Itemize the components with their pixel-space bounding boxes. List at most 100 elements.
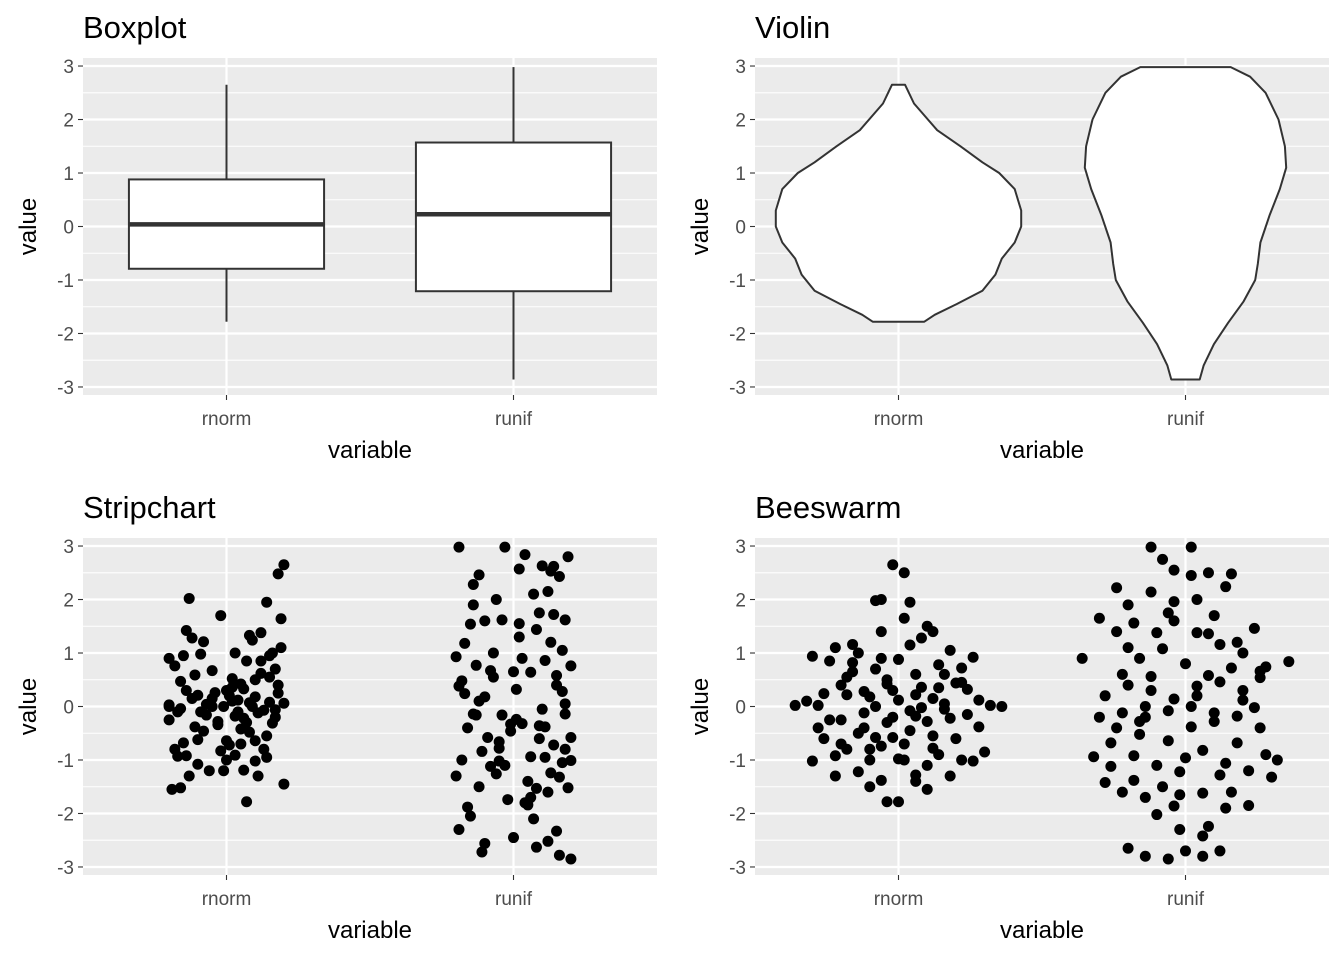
y-tick-label: -2 bbox=[57, 804, 74, 825]
point-runif bbox=[1197, 850, 1209, 862]
point-runif bbox=[476, 846, 488, 858]
point-runif bbox=[1168, 564, 1180, 576]
panel-title: Stripchart bbox=[83, 490, 216, 525]
point-rnorm bbox=[272, 568, 284, 580]
point-rnorm bbox=[264, 671, 276, 683]
point-rnorm bbox=[915, 702, 927, 714]
point-runif bbox=[1174, 789, 1186, 801]
point-rnorm bbox=[278, 778, 290, 790]
point-rnorm bbox=[241, 655, 253, 667]
point-runif bbox=[533, 607, 545, 619]
point-rnorm bbox=[223, 739, 235, 751]
point-rnorm bbox=[835, 679, 847, 691]
point-rnorm bbox=[812, 699, 824, 711]
point-runif bbox=[1191, 627, 1203, 639]
point-rnorm bbox=[875, 652, 887, 664]
point-runif bbox=[530, 782, 542, 794]
point-rnorm bbox=[847, 638, 859, 650]
point-rnorm bbox=[875, 740, 887, 752]
y-tick-label: 3 bbox=[735, 57, 746, 78]
point-runif bbox=[1134, 728, 1146, 740]
point-runif bbox=[1168, 693, 1180, 705]
point-rnorm bbox=[163, 714, 175, 726]
point-runif bbox=[485, 760, 497, 772]
point-runif bbox=[1191, 690, 1203, 702]
point-rnorm bbox=[893, 796, 904, 808]
point-rnorm bbox=[938, 698, 950, 710]
point-runif bbox=[490, 594, 502, 606]
point-runif bbox=[548, 560, 560, 572]
point-rnorm bbox=[875, 626, 887, 638]
panel-stripchart: 3 2 1 0 -1 -2 -3 rnorm runif Stripchart variable va… bbox=[15, 490, 657, 944]
panel-violin: 3 2 1 0 -1 -2 -3 rnorm runif Violin variable value bbox=[687, 10, 1329, 464]
point-rnorm bbox=[163, 652, 175, 664]
point-runif bbox=[453, 824, 465, 836]
point-runif bbox=[459, 637, 471, 649]
point-rnorm bbox=[875, 774, 887, 786]
point-runif bbox=[1254, 665, 1266, 677]
point-rnorm bbox=[910, 775, 922, 787]
point-runif bbox=[553, 571, 565, 583]
point-runif bbox=[1151, 809, 1163, 821]
point-rnorm bbox=[221, 754, 232, 766]
point-rnorm bbox=[189, 669, 201, 681]
point-runif bbox=[1122, 679, 1134, 691]
point-rnorm bbox=[864, 691, 876, 703]
point-rnorm bbox=[232, 694, 244, 706]
point-rnorm bbox=[180, 684, 192, 696]
point-runif bbox=[490, 768, 502, 780]
point-runif bbox=[1128, 750, 1140, 762]
point-runif bbox=[548, 739, 560, 751]
point-rnorm bbox=[215, 745, 227, 757]
point-runif bbox=[556, 757, 568, 769]
point-runif bbox=[499, 541, 511, 553]
point-runif bbox=[1185, 541, 1197, 553]
point-rnorm bbox=[904, 725, 916, 737]
point-rnorm bbox=[870, 595, 882, 607]
point-rnorm bbox=[910, 689, 922, 701]
point-rnorm bbox=[229, 647, 241, 659]
point-runif bbox=[553, 849, 565, 861]
point-rnorm bbox=[996, 701, 1008, 712]
y-tick-label: -1 bbox=[57, 751, 74, 772]
panel-title: Violin bbox=[755, 10, 830, 45]
point-rnorm bbox=[806, 755, 818, 767]
point-rnorm bbox=[241, 717, 253, 729]
point-rnorm bbox=[255, 667, 267, 679]
y-tick-label: 1 bbox=[735, 164, 746, 185]
point-runif bbox=[1202, 628, 1214, 640]
point-runif bbox=[1139, 850, 1151, 862]
point-runif bbox=[516, 652, 528, 664]
point-rnorm bbox=[252, 770, 264, 782]
point-runif bbox=[1214, 845, 1226, 857]
box-runif bbox=[414, 141, 613, 293]
point-rnorm bbox=[169, 743, 181, 755]
point-runif bbox=[528, 588, 540, 600]
point-rnorm bbox=[169, 660, 181, 672]
point-runif bbox=[536, 560, 548, 572]
point-rnorm bbox=[206, 692, 218, 704]
point-rnorm bbox=[195, 706, 207, 718]
point-rnorm bbox=[806, 650, 818, 662]
point-rnorm bbox=[226, 673, 238, 685]
x-tick-label: rnorm bbox=[202, 889, 252, 910]
x-tick-label: runif bbox=[495, 409, 533, 430]
point-runif bbox=[1231, 710, 1243, 722]
x-tick-label: rnorm bbox=[874, 889, 924, 910]
point-rnorm bbox=[852, 647, 864, 659]
point-runif bbox=[565, 853, 577, 865]
point-rnorm bbox=[272, 679, 284, 691]
point-runif bbox=[1076, 652, 1088, 664]
point-runif bbox=[467, 579, 479, 591]
point-runif bbox=[559, 743, 571, 755]
point-runif bbox=[1208, 715, 1220, 727]
point-runif bbox=[1237, 684, 1249, 696]
y-tick-label: -2 bbox=[729, 324, 746, 345]
point-rnorm bbox=[921, 715, 933, 727]
point-rnorm bbox=[881, 678, 893, 690]
point-runif bbox=[1174, 766, 1186, 778]
point-runif bbox=[1157, 643, 1169, 655]
point-runif bbox=[1122, 642, 1134, 654]
point-runif bbox=[1271, 754, 1283, 766]
